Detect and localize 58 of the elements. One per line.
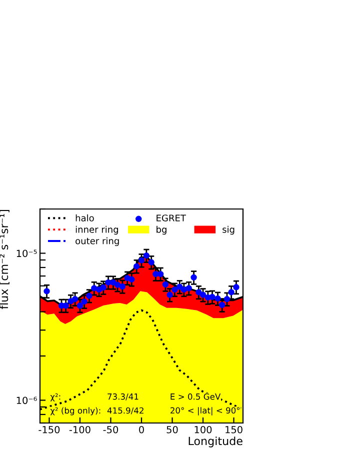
x-axis-title: Longitude (188, 436, 242, 448)
point (100, 284, 106, 291)
point (143, 252, 150, 259)
point (224, 296, 230, 302)
point (209, 294, 216, 300)
point (110, 279, 116, 286)
point (86, 292, 92, 299)
point (81, 298, 88, 305)
point (233, 284, 240, 290)
legend-label: sig (222, 226, 234, 235)
annotation: 20° < |lat| < 90° (170, 407, 240, 416)
point (190, 274, 197, 280)
point (218, 302, 226, 308)
legend-label: EGRET (156, 214, 186, 222)
point (180, 286, 188, 293)
x-tick-label: 150 (226, 426, 242, 434)
point (200, 292, 206, 298)
point (114, 282, 121, 288)
point (148, 259, 154, 266)
y-axis-title: flux [cm⁻² s⁻¹sr⁻¹] (0, 210, 10, 310)
point (96, 286, 102, 293)
point (105, 279, 112, 286)
point (68, 298, 74, 304)
x-tick-label: -100 (69, 426, 90, 434)
x-tick-label: 100 (194, 426, 212, 434)
point (166, 292, 173, 298)
legend-label: halo (76, 214, 94, 222)
annotation: E > 0.5 GeV (170, 393, 221, 400)
point (152, 270, 159, 278)
legend-label: outer ring (76, 237, 119, 246)
annotation: χ²: (50, 393, 60, 402)
x-tick-label: 50 (166, 426, 178, 434)
annotation: 415.9/42 (107, 407, 144, 414)
x-tick-label: -150 (38, 426, 60, 434)
point (176, 284, 183, 290)
x-tick-label: 0 (139, 426, 144, 434)
point (186, 285, 192, 292)
annotation: 73.3/41 (108, 393, 138, 400)
point (138, 257, 145, 264)
point (72, 296, 78, 302)
annotation: χ² (bg only): (50, 407, 100, 416)
point (119, 283, 126, 290)
point (157, 270, 164, 278)
point (228, 289, 234, 296)
point (76, 302, 84, 309)
x-tick-label: -50 (103, 426, 118, 434)
point (133, 263, 140, 270)
legend-label: inner ring (76, 226, 118, 235)
point (172, 286, 178, 293)
point (44, 288, 50, 294)
point (128, 276, 135, 282)
point (196, 289, 202, 296)
legend-label: bg (156, 226, 166, 235)
point (214, 295, 221, 302)
point (91, 285, 98, 292)
y-tick-label: 10⁻⁶ (16, 396, 37, 404)
point (162, 281, 169, 288)
y-tick-label: 10⁻⁵ (16, 250, 37, 258)
